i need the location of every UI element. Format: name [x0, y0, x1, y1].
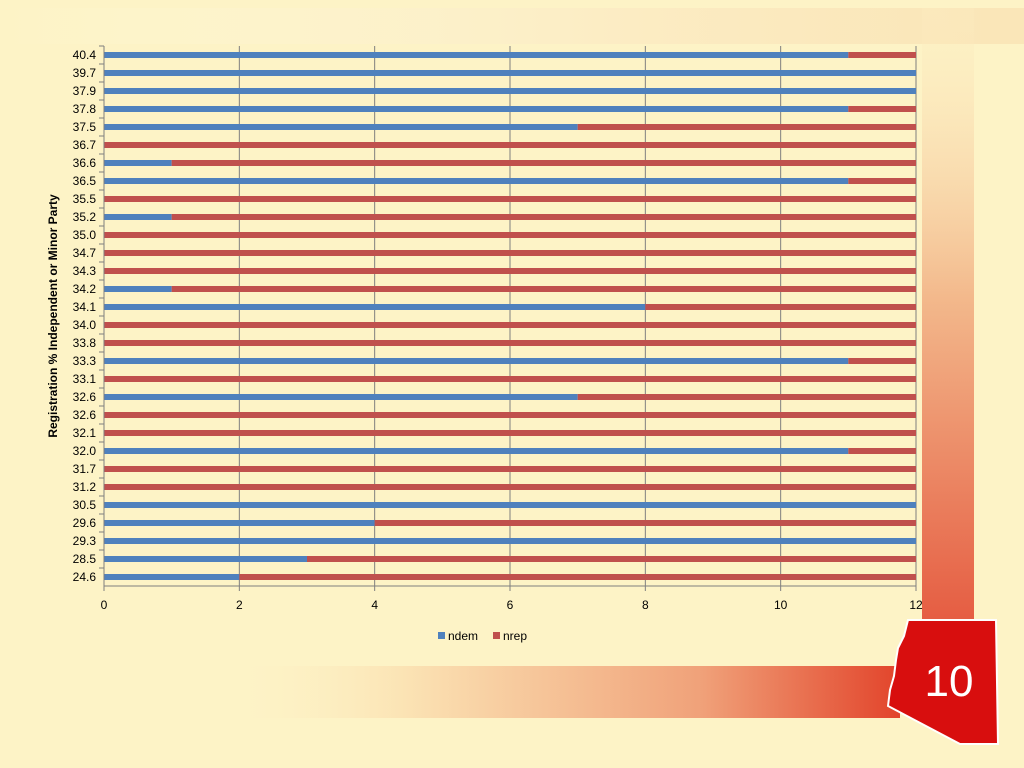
- bar-ndem: [104, 106, 849, 112]
- bar-nrep: [104, 250, 916, 256]
- bar-nrep: [848, 52, 916, 58]
- x-tick-label: 6: [507, 598, 514, 612]
- x-tick-label: 4: [371, 598, 378, 612]
- bar-ndem: [104, 574, 240, 580]
- category-label: 35.2: [73, 210, 97, 224]
- category-label: 31.2: [73, 480, 97, 494]
- bar-ndem: [104, 88, 916, 94]
- category-label: 34.2: [73, 282, 97, 296]
- bar-nrep: [848, 178, 916, 184]
- chart-legend: ndem nrep: [438, 629, 527, 643]
- chart-x-tick-labels: 0 2 4 6 8 10 12: [101, 598, 923, 612]
- bar-nrep: [307, 556, 916, 562]
- bar-ndem: [104, 214, 172, 220]
- bar-ndem: [104, 160, 172, 166]
- bar-nrep: [104, 232, 916, 238]
- bar-ndem: [104, 394, 578, 400]
- category-label: 36.6: [73, 156, 97, 170]
- bar-ndem: [104, 502, 916, 508]
- category-label: 40.4: [73, 48, 97, 62]
- y-axis-title: Registration % Independent or Minor Part…: [46, 194, 60, 438]
- chart-category-labels: 40.4 39.7 37.9 37.8 37.5 36.7 36.6 36.5 35.5 35.2…: [73, 48, 97, 584]
- bar-ndem: [104, 556, 307, 562]
- category-label: 35.0: [73, 228, 97, 242]
- bar-nrep: [848, 358, 916, 364]
- x-tick-label: 10: [774, 598, 788, 612]
- bar-nrep: [577, 394, 916, 400]
- category-label: 32.0: [73, 444, 97, 458]
- category-label: 29.3: [73, 534, 97, 548]
- arizona-shape-icon: [886, 619, 1000, 745]
- category-label: 37.5: [73, 120, 97, 134]
- category-label: 35.5: [73, 192, 97, 206]
- bar-ndem: [104, 52, 849, 58]
- bar-nrep: [171, 214, 916, 220]
- bar-nrep: [104, 142, 916, 148]
- legend-label-nrep: nrep: [503, 629, 527, 643]
- bar-ndem: [104, 358, 849, 364]
- category-label: 33.3: [73, 354, 97, 368]
- category-label: 34.7: [73, 246, 97, 260]
- bar-nrep: [645, 304, 916, 310]
- horizontal-accent-bar: [240, 666, 900, 718]
- category-label: 31.7: [73, 462, 97, 476]
- category-label: 32.6: [73, 408, 97, 422]
- bar-nrep: [171, 160, 916, 166]
- category-label: 36.7: [73, 138, 97, 152]
- bar-nrep: [104, 268, 916, 274]
- bar-nrep: [104, 484, 916, 490]
- bar-ndem: [104, 70, 916, 76]
- page-number: 10: [924, 657, 974, 706]
- category-label: 39.7: [73, 66, 97, 80]
- bar-nrep: [171, 286, 916, 292]
- category-label: 32.1: [73, 426, 97, 440]
- category-label: 34.0: [73, 318, 97, 332]
- category-label: 37.8: [73, 102, 97, 116]
- bar-ndem: [104, 520, 375, 526]
- category-label: 36.5: [73, 174, 97, 188]
- category-label: 34.3: [73, 264, 97, 278]
- bar-nrep: [239, 574, 917, 580]
- bar-ndem: [104, 448, 849, 454]
- legend-label-ndem: ndem: [448, 629, 478, 643]
- bar-nrep: [848, 448, 916, 454]
- category-label: 33.8: [73, 336, 97, 350]
- category-label: 32.6: [73, 390, 97, 404]
- category-label: 29.6: [73, 516, 97, 530]
- bar-nrep: [374, 520, 917, 526]
- legend-swatch-ndem: [438, 632, 445, 639]
- bar-nrep: [104, 466, 916, 472]
- bar-ndem: [104, 178, 849, 184]
- bar-ndem: [104, 286, 172, 292]
- bar-ndem: [104, 304, 646, 310]
- bar-nrep: [104, 430, 916, 436]
- category-label: 37.9: [73, 84, 97, 98]
- category-label: 28.5: [73, 552, 97, 566]
- chart-bars: [104, 52, 917, 580]
- category-label: 34.1: [73, 300, 97, 314]
- bar-nrep: [104, 340, 916, 346]
- bar-nrep: [104, 376, 916, 382]
- chart-axes: [99, 45, 917, 591]
- bar-nrep: [104, 412, 916, 418]
- bar-ndem: [104, 124, 578, 130]
- x-tick-label: 0: [101, 598, 108, 612]
- bar-nrep: [577, 124, 916, 130]
- category-label: 30.5: [73, 498, 97, 512]
- category-label: 33.1: [73, 372, 97, 386]
- bar-nrep: [104, 196, 916, 202]
- bar-ndem: [104, 538, 916, 544]
- x-tick-label: 2: [236, 598, 243, 612]
- x-tick-label: 8: [642, 598, 649, 612]
- x-tick-label: 12: [909, 598, 923, 612]
- legend-swatch-nrep: [493, 632, 500, 639]
- bar-nrep: [848, 106, 916, 112]
- bar-nrep: [104, 322, 916, 328]
- top-band: [0, 8, 1024, 44]
- vertical-accent-bar: [922, 8, 974, 648]
- category-label: 24.6: [73, 570, 97, 584]
